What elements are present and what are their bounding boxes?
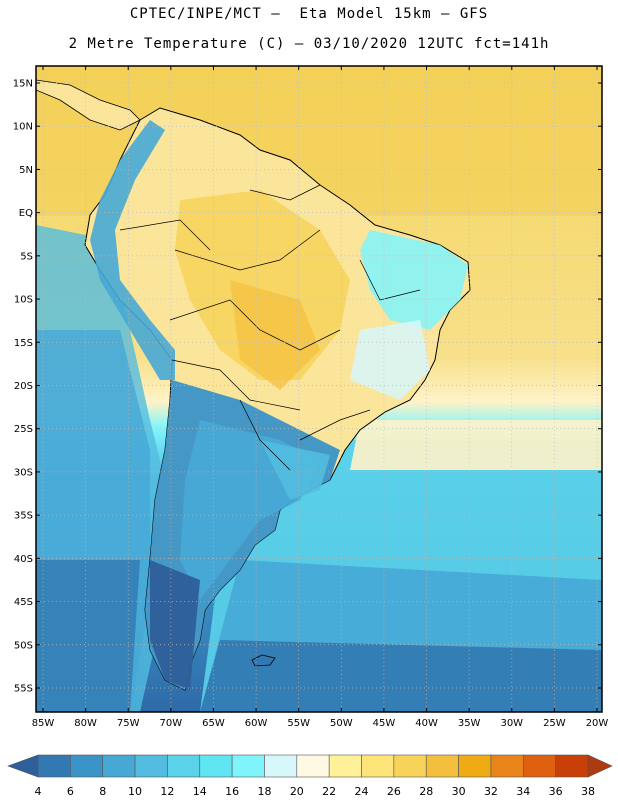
colorbar-swatch — [102, 754, 136, 778]
colorbar-swatch — [231, 754, 265, 778]
lon-label: 20W — [586, 718, 609, 729]
lon-label: 85W — [32, 718, 55, 729]
colorbar-label: 14 — [193, 785, 207, 798]
colorbar-label: 36 — [549, 785, 563, 798]
colorbar-swatch — [199, 754, 233, 778]
lat-label: EQ — [19, 208, 33, 219]
map-title: CPTEC/INPE/MCT – Eta Model 15km – GFS — [129, 6, 489, 22]
lon-label: 80W — [74, 718, 97, 729]
colorbar-label: 18 — [257, 785, 271, 798]
colorbar: 4 6 8 10 12 14 16 18 20 22 24 26 28 30 32 34 36 38 — [7, 754, 613, 798]
lat-label: 45S — [14, 597, 33, 608]
colorbar-swatch — [296, 754, 330, 778]
colorbar-label: 26 — [387, 785, 401, 798]
lon-label: 50W — [330, 718, 353, 729]
lat-label: 25S — [14, 424, 33, 435]
lon-label: 65W — [202, 718, 225, 729]
colorbar-arrow-left — [7, 754, 39, 778]
lat-label: 15N — [13, 79, 33, 90]
lon-label: 35W — [458, 718, 481, 729]
colorbar-label: 12 — [160, 785, 174, 798]
lon-label: 25W — [543, 718, 566, 729]
colorbar-swatch — [264, 754, 298, 778]
lon-label: 60W — [245, 718, 268, 729]
colorbar-swatch — [70, 754, 104, 778]
colorbar-swatch — [393, 754, 427, 778]
colorbar-label: 10 — [128, 785, 142, 798]
colorbar-swatch — [37, 754, 71, 778]
colorbar-label: 30 — [452, 785, 466, 798]
lat-label: 5N — [19, 165, 33, 176]
lon-label: 30W — [500, 718, 523, 729]
colorbar-swatch — [167, 754, 201, 778]
colorbar-swatch — [490, 754, 524, 778]
colorbar-swatch — [361, 754, 395, 778]
lat-label: 10N — [13, 122, 33, 133]
lat-label: 40S — [14, 554, 33, 565]
colorbar-label: 16 — [225, 785, 239, 798]
colorbar-swatch — [425, 754, 459, 778]
map-frame — [35, 65, 603, 713]
colorbar-label: 32 — [484, 785, 498, 798]
lat-label: 20S — [14, 381, 33, 392]
lon-label: 70W — [160, 718, 183, 729]
lon-label: 40W — [415, 718, 438, 729]
lat-label: 15S — [14, 338, 33, 349]
colorbar-label: 24 — [355, 785, 369, 798]
colorbar-swatch — [555, 754, 589, 778]
colorbar-label: 8 — [99, 785, 106, 798]
colorbar-label: 28 — [419, 785, 433, 798]
colorbar-swatch — [522, 754, 556, 778]
lon-label: 45W — [373, 718, 396, 729]
colorbar-label: 38 — [581, 785, 595, 798]
lat-label: 55S — [14, 684, 33, 695]
lat-label: 50S — [14, 640, 33, 651]
lon-label: 75W — [117, 718, 140, 729]
colorbar-label: 34 — [516, 785, 530, 798]
lat-label: 30S — [14, 467, 33, 478]
colorbar-label: 4 — [35, 785, 42, 798]
colorbar-label: 22 — [322, 785, 336, 798]
lat-label: 10S — [14, 295, 33, 306]
lat-label: 35S — [14, 511, 33, 522]
colorbar-swatch — [134, 754, 168, 778]
colorbar-swatch — [458, 754, 492, 778]
map-subtitle: 2 Metre Temperature (C) – 03/10/2020 12U… — [68, 36, 550, 52]
colorbar-label: 20 — [290, 785, 304, 798]
lon-label: 55W — [287, 718, 310, 729]
colorbar-arrow-right — [587, 754, 613, 778]
colorbar-swatch — [328, 754, 362, 778]
colorbar-label: 6 — [67, 785, 74, 798]
lat-label: 5S — [20, 251, 33, 262]
